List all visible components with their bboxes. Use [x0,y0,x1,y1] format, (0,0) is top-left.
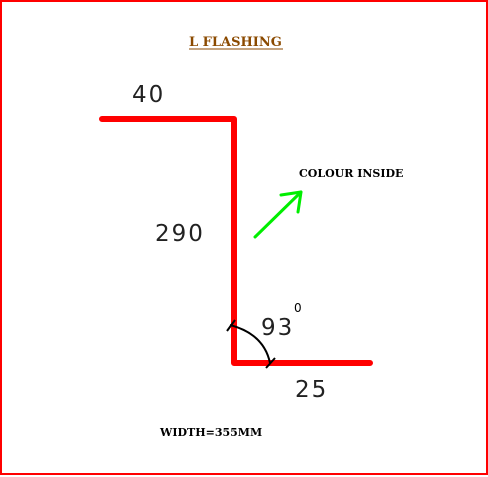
angle-arc-tick-end [265,357,276,369]
width-note: WIDTH=355MM [159,426,262,439]
diagram-title: L FLASHING [189,35,282,50]
arrow-up-right-icon [253,190,303,239]
bottom-flange-dimension: 25 [295,377,328,403]
colour-inside-note: COLOUR INSIDE [299,167,403,180]
angle-dimension: 93 [261,315,294,341]
top-flange-dimension: 40 [132,82,165,108]
angle-arc-icon [229,324,271,364]
angle-arc-tick-start [226,319,236,332]
vertical-dimension: 290 [155,221,205,247]
angle-degree-mark: 0 [294,301,302,315]
flashing-profile [99,116,373,366]
